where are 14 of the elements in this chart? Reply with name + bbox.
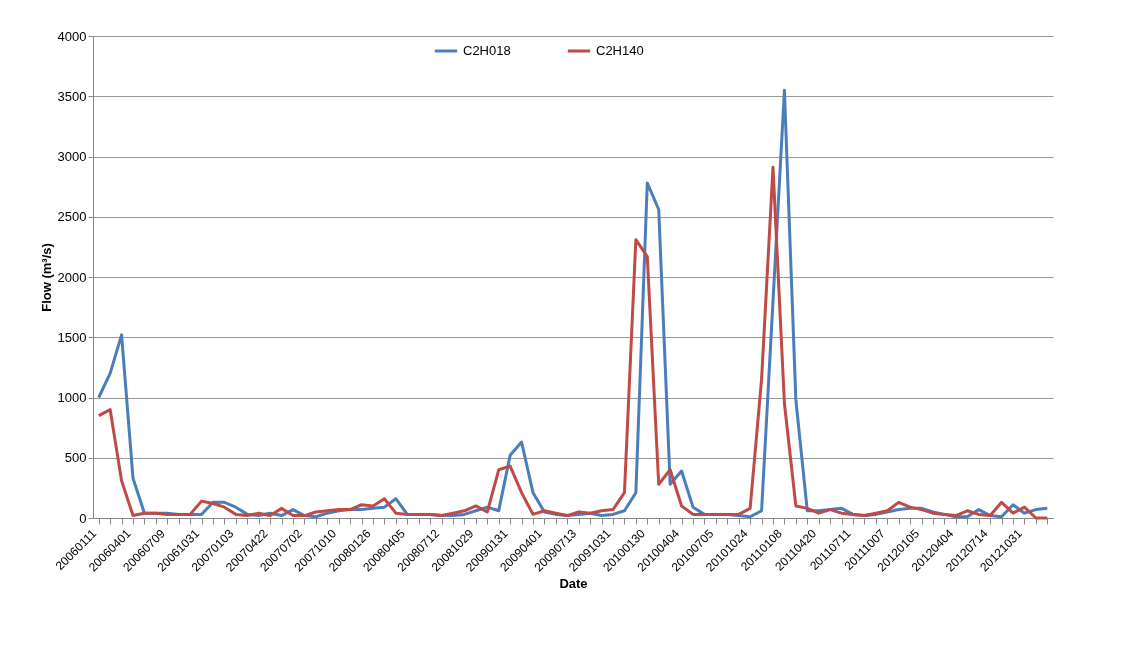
y-tick-label: 1000 — [57, 390, 87, 405]
legend-label: C2H140 — [596, 43, 644, 58]
y-axis-title: Flow (m³/s) — [38, 243, 54, 312]
y-tick-label: 1500 — [57, 329, 87, 345]
y-tick-label: 4000 — [57, 28, 87, 44]
x-axis-title: Date — [559, 575, 588, 591]
y-tick-label: 0 — [79, 510, 87, 526]
line-series — [97, 165, 1049, 520]
y-tick-label: 3000 — [57, 149, 87, 164]
y-tick-label: 2500 — [57, 209, 87, 225]
y-tick-label: 500 — [64, 450, 87, 466]
y-tick-label: 2000 — [57, 269, 87, 285]
legend-label: C2H018 — [463, 43, 511, 58]
y-tick-label: 3500 — [57, 88, 87, 104]
